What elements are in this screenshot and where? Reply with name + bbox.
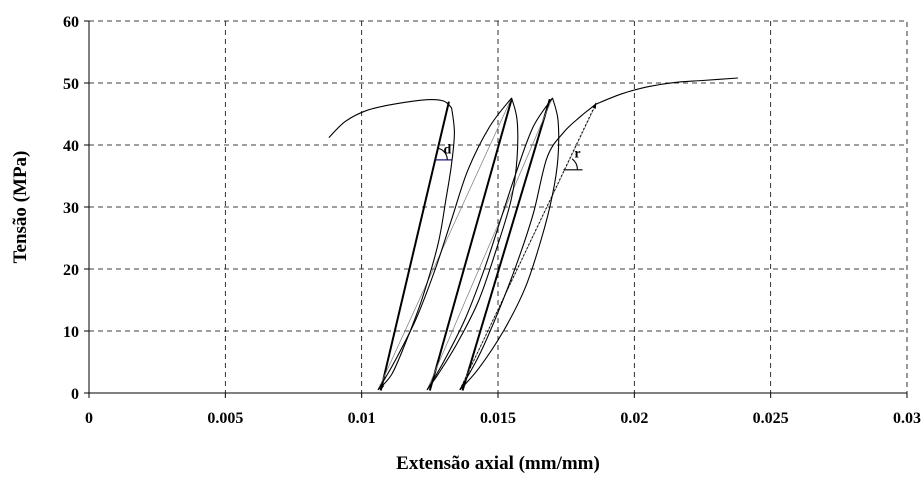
series-reloading-1	[377, 97, 513, 391]
series-unloading-1	[377, 107, 455, 391]
annotation-r: r	[574, 146, 580, 161]
x-axis-title: Extensão axial (mm/mm)	[396, 453, 600, 474]
y-tick-label: 10	[63, 324, 79, 341]
y-tick-label: 0	[71, 386, 79, 403]
grid-lines	[89, 21, 907, 393]
y-tick-labels: 0 10 20 30 40 50 60	[63, 14, 89, 403]
line-dotted-r	[459, 102, 597, 391]
y-tick-label: 60	[63, 14, 79, 31]
angle-arc-r	[571, 158, 578, 170]
arrowhead-bottom	[379, 384, 385, 391]
series-post-peak	[595, 77, 738, 105]
y-tick-label: 20	[63, 262, 79, 279]
arrowhead-r	[591, 102, 597, 109]
x-tick-label: 0.005	[207, 410, 243, 427]
x-tick-label: 0.015	[480, 410, 516, 427]
series-envelope	[328, 98, 452, 138]
series-reloading-3	[459, 103, 597, 391]
line-bold-3	[461, 98, 551, 391]
x-tick-labels: 0 0.005 0.01 0.015 0.02 0.025 0.03	[85, 393, 921, 427]
line-bold-1	[379, 101, 450, 391]
line-thin-1	[377, 97, 512, 391]
line-thin-2	[426, 97, 553, 391]
x-tick-label: 0	[85, 410, 93, 427]
series-unloading-3	[459, 97, 560, 391]
y-axis-title: Tensão (MPa)	[10, 151, 31, 264]
series-reloading-2	[426, 97, 553, 391]
y-tick-label: 50	[63, 76, 79, 93]
y-tick-label: 40	[63, 138, 79, 155]
data-series	[328, 77, 738, 391]
x-tick-label: 0.02	[620, 410, 648, 427]
angle-arc-d	[438, 147, 448, 160]
x-tick-label: 0.01	[348, 410, 376, 427]
reference-lines	[377, 97, 597, 391]
x-tick-label: 0.025	[753, 410, 789, 427]
line-bold-2	[428, 98, 513, 391]
x-tick-label: 0.03	[893, 410, 921, 427]
annotation-d: d	[443, 143, 451, 158]
series-unloading-2	[426, 97, 519, 391]
y-tick-label: 30	[63, 200, 79, 217]
